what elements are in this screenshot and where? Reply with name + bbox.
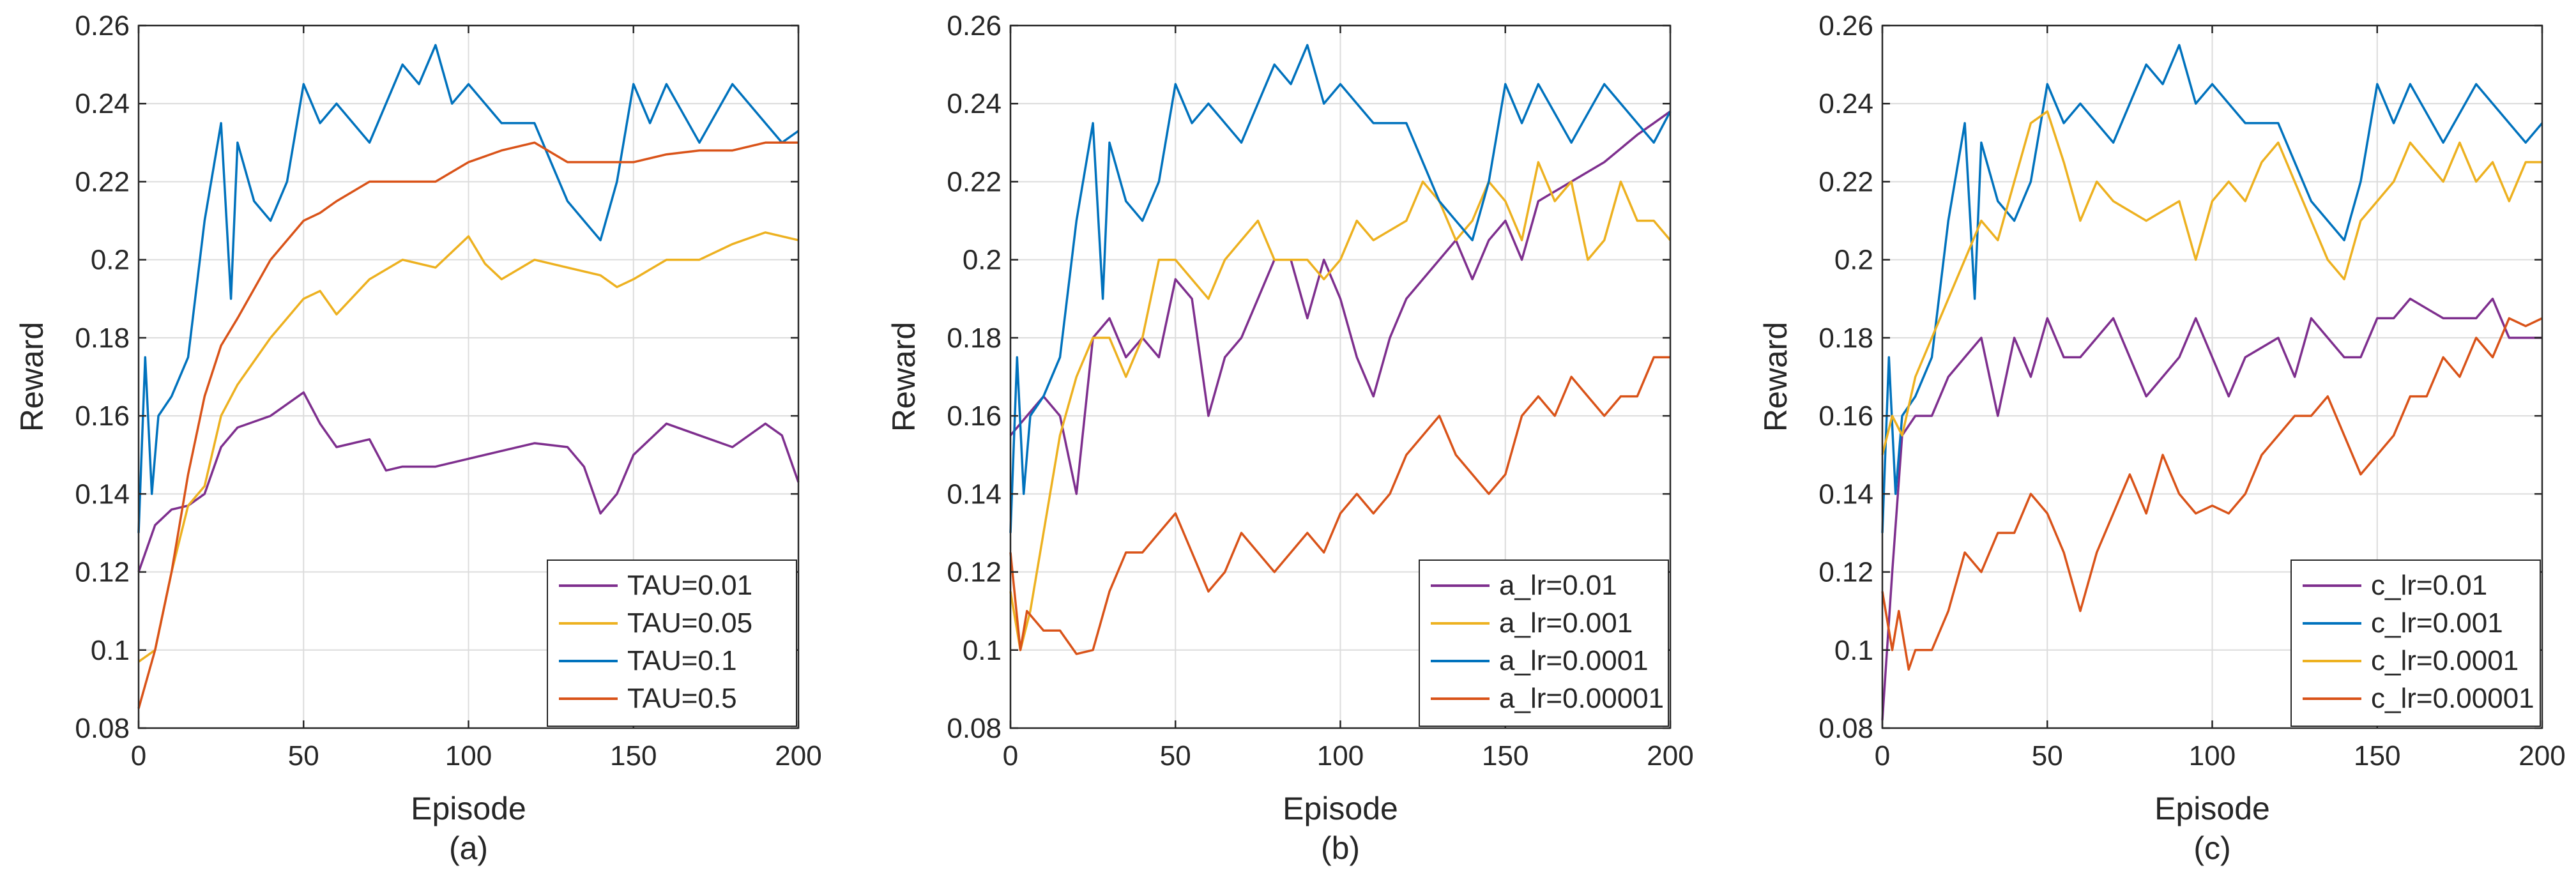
series-line-3 [137,43,800,533]
x-tick-label: 100 [2189,740,2236,772]
legend-label-4: a_lr=0.00001 [1499,683,1664,714]
y-tick-label: 0.22 [1818,166,1873,197]
y-tick-label: 0.26 [1818,10,1873,42]
legend: TAU=0.01 TAU=0.05 TAU=0.1 TAU=0.5 [547,559,797,727]
y-tick-label: 0.26 [947,10,1002,42]
x-axis-label: Episode [1283,791,1398,826]
panel-caption: (b) [1321,830,1360,866]
y-tick-label: 0.12 [1818,557,1873,588]
legend-label-1: TAU=0.01 [627,570,752,601]
series-line-1 [1009,110,1672,496]
x-tick-label: 150 [610,740,657,772]
series-line-2 [137,231,799,663]
y-tick-label: 0.12 [75,557,130,588]
legend-label-4: c_lr=0.00001 [2371,683,2534,714]
legend-label-3: TAU=0.1 [627,645,737,676]
y-tick-label: 0.14 [1818,478,1873,510]
x-tick-label: 150 [2354,740,2400,772]
series-line-4 [1881,317,2543,671]
y-tick-label: 0.22 [947,166,1002,197]
series-line-4 [1009,356,1670,655]
y-tick-label: 0.26 [75,10,130,42]
y-tick-label: 0.22 [75,166,130,197]
y-tick-label: 0.2 [963,245,1002,276]
x-tick-label: 0 [1003,740,1018,772]
series-line-2 [1009,161,1672,651]
y-tick-label: 0.14 [75,478,130,510]
legend-label-1: a_lr=0.01 [1499,570,1617,601]
series-line-1 [137,391,800,573]
x-tick-label: 0 [1875,740,1890,772]
series-line-4 [137,141,798,709]
legend-label-4: TAU=0.5 [627,683,737,714]
series-line-2 [1881,43,2543,533]
legend-label-2: a_lr=0.001 [1499,607,1633,639]
y-tick-label: 0.16 [1818,400,1873,432]
panel-3: 0 50 100 150 200 0.08 0.1 0.12 0.14 0.16 0.18 0.2 0.… [1758,10,2566,866]
y-tick-label: 0.08 [947,713,1002,744]
y-tick-label: 0.24 [75,88,130,119]
y-tick-label: 0.14 [947,478,1002,510]
x-tick-label: 200 [1647,740,1693,772]
y-tick-label: 0.24 [1818,88,1873,119]
y-axis-label: Reward [14,322,50,432]
y-tick-label: 0.16 [947,400,1002,432]
y-tick-label: 0.18 [947,323,1002,354]
legend: c_lr=0.01 c_lr=0.001 c_lr=0.0001 c_lr=0.000… [2290,559,2541,727]
y-tick-label: 0.1 [1834,635,1873,666]
y-tick-label: 0.1 [963,635,1002,666]
y-tick-label: 0.1 [91,635,130,666]
y-tick-label: 0.18 [1818,323,1873,354]
x-tick-label: 150 [1482,740,1528,772]
x-tick-label: 50 [1160,740,1191,772]
x-tick-label: 50 [2032,740,2063,772]
y-tick-label: 0.08 [75,713,130,744]
y-tick-label: 0.2 [91,245,130,276]
x-tick-label: 200 [2519,740,2565,772]
y-axis-label: Reward [1758,322,1794,432]
x-tick-label: 200 [775,740,821,772]
legend-label-3: a_lr=0.0001 [1499,645,1649,676]
legend-label-2: TAU=0.05 [627,607,752,639]
legend-label-3: c_lr=0.0001 [2371,645,2519,676]
legend-label-1: c_lr=0.01 [2371,570,2487,601]
series-line-1 [1881,298,2542,720]
y-axis-label: Reward [886,322,922,432]
series-line-3 [1009,43,1672,533]
legend-label-2: c_lr=0.001 [2371,607,2503,639]
panel-2: 0 50 100 150 200 0.08 0.1 0.12 0.14 0.16 0.18 0.2 0.… [886,10,1694,866]
x-tick-label: 100 [1317,740,1364,772]
panel-caption: (a) [449,830,488,866]
y-tick-label: 0.18 [75,323,130,354]
series-line-3 [1881,110,2542,455]
x-axis-label: Episode [411,791,526,826]
panel-caption: (c) [2193,830,2230,866]
x-tick-label: 50 [288,740,319,772]
legend: a_lr=0.01 a_lr=0.001 a_lr=0.0001 a_lr=0.000… [1419,559,1669,727]
y-tick-label: 0.08 [1818,713,1873,744]
x-tick-label: 0 [131,740,146,772]
y-tick-label: 0.2 [1834,245,1873,276]
y-tick-label: 0.12 [947,557,1002,588]
x-axis-label: Episode [2154,791,2270,826]
panel-1: 0 50 100 150 200 0.08 0.1 0.12 0.14 0.16 0.18 0.2 0.… [14,10,822,866]
y-tick-label: 0.16 [75,400,130,432]
x-tick-label: 100 [445,740,492,772]
y-tick-label: 0.24 [947,88,1002,119]
